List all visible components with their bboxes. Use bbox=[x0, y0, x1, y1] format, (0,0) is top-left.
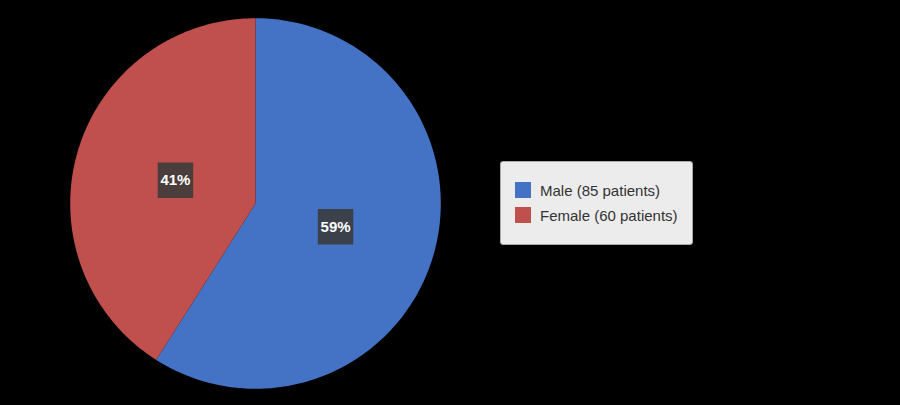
html-text:Female (60 patients): Female (60 patients) bbox=[540, 206, 678, 224]
svg-text:59%: 59% bbox=[321, 217, 351, 234]
svg-text:41%: 41% bbox=[160, 171, 190, 188]
html-text:Male (85 patients): Male (85 patients) bbox=[540, 181, 661, 199]
